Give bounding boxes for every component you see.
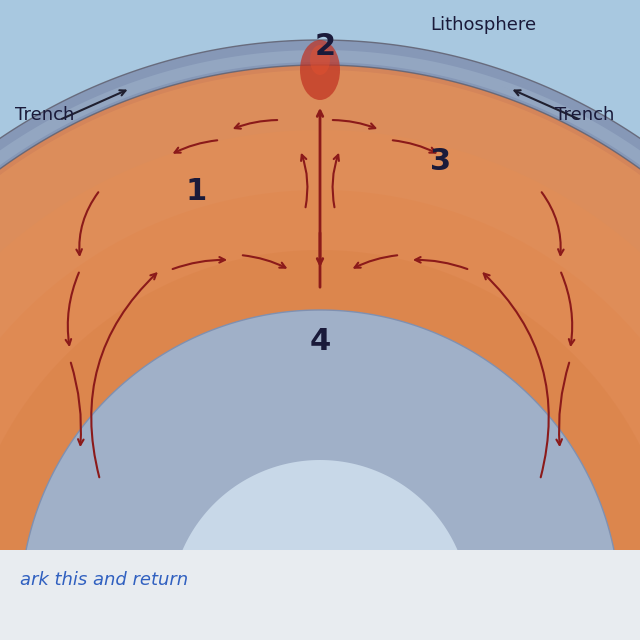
Polygon shape [0,40,640,545]
Polygon shape [0,65,640,610]
Text: 1: 1 [185,177,206,206]
Text: 3: 3 [430,147,451,176]
Ellipse shape [310,45,330,75]
Polygon shape [0,550,640,640]
Text: Lithosphere: Lithosphere [430,16,536,34]
Text: 4: 4 [310,327,332,356]
Ellipse shape [300,40,340,100]
Text: Trench: Trench [555,106,614,124]
Polygon shape [0,190,640,610]
Polygon shape [0,250,640,610]
Polygon shape [0,70,640,610]
Text: ark this and return: ark this and return [20,571,188,589]
Polygon shape [170,460,470,610]
Polygon shape [0,50,640,545]
Text: 2: 2 [315,32,336,61]
Polygon shape [20,310,620,610]
Text: Trench: Trench [15,106,74,124]
Polygon shape [0,130,640,610]
